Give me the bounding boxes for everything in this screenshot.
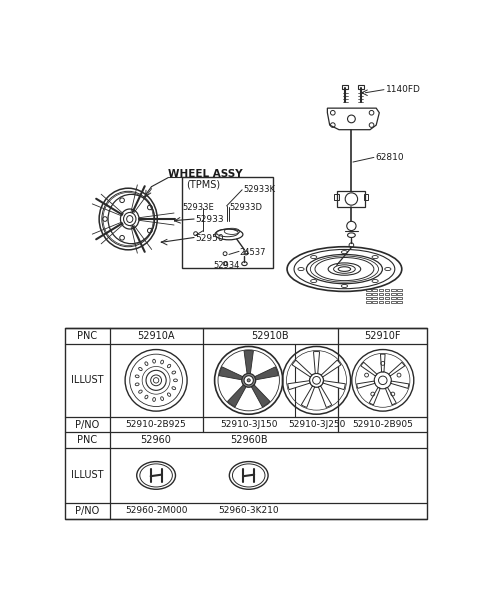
Bar (372, 297, 377, 299)
Polygon shape (321, 360, 341, 377)
Polygon shape (301, 386, 314, 407)
Polygon shape (228, 385, 246, 407)
Polygon shape (391, 381, 409, 388)
Bar (391, 289, 396, 291)
Bar (366, 301, 371, 303)
Text: 52933E: 52933E (182, 203, 214, 212)
Bar (372, 301, 377, 303)
Polygon shape (381, 354, 385, 372)
Text: 52910B: 52910B (252, 331, 289, 341)
Text: 52910-3J250: 52910-3J250 (288, 420, 345, 429)
Text: (TPMS): (TPMS) (186, 179, 220, 189)
Bar (391, 297, 396, 299)
Polygon shape (292, 360, 312, 377)
Bar (364, 193, 369, 200)
Polygon shape (327, 108, 379, 130)
Bar (397, 289, 402, 291)
Text: 52933D: 52933D (230, 203, 263, 212)
Bar (385, 297, 389, 299)
Polygon shape (369, 387, 380, 405)
Bar (391, 293, 396, 295)
Text: 52960-2M000: 52960-2M000 (125, 507, 187, 515)
Text: 52910-2B905: 52910-2B905 (352, 420, 413, 429)
Polygon shape (254, 367, 278, 380)
Bar (366, 289, 371, 291)
Bar (385, 301, 389, 303)
Text: 52950: 52950 (195, 234, 224, 243)
Polygon shape (244, 350, 253, 374)
Bar (335, 193, 339, 200)
Bar (366, 297, 371, 299)
Bar (397, 293, 402, 295)
Text: 52910-2B925: 52910-2B925 (126, 420, 186, 429)
Text: 52960-3K210: 52960-3K210 (218, 507, 279, 515)
Bar (379, 289, 383, 291)
Text: 52934: 52934 (214, 261, 240, 270)
Bar (379, 293, 383, 295)
Bar (366, 293, 371, 295)
Text: 52933: 52933 (195, 215, 224, 224)
Text: 62810: 62810 (375, 153, 404, 162)
Text: P/NO: P/NO (75, 419, 99, 430)
Bar (379, 301, 383, 303)
Text: 52960B: 52960B (230, 435, 267, 445)
Bar (397, 297, 402, 299)
Polygon shape (288, 381, 310, 390)
Bar (385, 289, 389, 291)
Text: 52910A: 52910A (137, 331, 175, 341)
Polygon shape (357, 381, 375, 388)
Polygon shape (252, 385, 270, 407)
Polygon shape (318, 386, 332, 407)
Text: 52960: 52960 (141, 435, 171, 445)
Circle shape (247, 379, 250, 382)
Bar (342, 85, 348, 89)
Polygon shape (361, 362, 377, 376)
Polygon shape (323, 381, 345, 390)
Bar (379, 297, 383, 299)
Polygon shape (389, 362, 405, 376)
Polygon shape (219, 367, 243, 380)
Bar (385, 293, 389, 295)
Text: 52910F: 52910F (364, 331, 401, 341)
Bar (337, 190, 365, 207)
Circle shape (242, 373, 256, 387)
Text: ILLUST: ILLUST (71, 375, 103, 385)
Text: WHEEL ASSY: WHEEL ASSY (168, 169, 243, 179)
Circle shape (244, 376, 253, 385)
Text: PNC: PNC (77, 331, 97, 341)
Bar (391, 301, 396, 303)
Text: 1140FD: 1140FD (385, 85, 420, 94)
Text: 24537: 24537 (240, 248, 266, 256)
Bar (372, 293, 377, 295)
Polygon shape (313, 351, 320, 373)
Text: 52910-3J150: 52910-3J150 (220, 420, 277, 429)
Bar (397, 301, 402, 303)
Bar (372, 289, 377, 291)
Text: P/NO: P/NO (75, 506, 99, 516)
Bar (181, 177, 273, 267)
Polygon shape (385, 387, 396, 405)
Bar (65, 328, 427, 519)
Bar (358, 85, 364, 89)
Text: ILLUST: ILLUST (71, 470, 103, 481)
Text: PNC: PNC (77, 435, 97, 445)
Text: 52933K: 52933K (244, 185, 276, 195)
